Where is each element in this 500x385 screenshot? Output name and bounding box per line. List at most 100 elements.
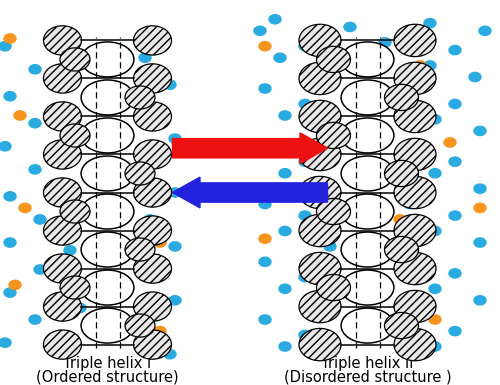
Circle shape [404, 257, 416, 266]
Circle shape [414, 61, 426, 70]
Circle shape [384, 161, 418, 187]
Circle shape [299, 253, 341, 285]
Circle shape [394, 328, 436, 361]
Text: Triple helix I: Triple helix I [64, 356, 152, 371]
Ellipse shape [341, 156, 394, 191]
Circle shape [449, 45, 461, 55]
Circle shape [404, 315, 416, 324]
FancyArrow shape [172, 177, 328, 208]
Circle shape [44, 26, 82, 55]
Circle shape [19, 203, 31, 213]
Circle shape [404, 34, 416, 43]
Circle shape [394, 290, 436, 323]
Circle shape [444, 138, 456, 147]
Circle shape [134, 140, 172, 169]
Circle shape [259, 234, 271, 243]
Ellipse shape [341, 308, 394, 343]
Circle shape [424, 18, 436, 28]
Circle shape [474, 296, 486, 305]
Circle shape [14, 111, 26, 120]
Circle shape [384, 236, 418, 263]
Circle shape [44, 330, 82, 359]
Circle shape [34, 215, 46, 224]
Circle shape [144, 107, 156, 116]
Circle shape [299, 100, 341, 132]
Circle shape [324, 300, 336, 309]
Circle shape [429, 315, 441, 324]
Circle shape [69, 188, 81, 197]
Circle shape [279, 111, 291, 120]
Circle shape [299, 24, 341, 57]
Circle shape [259, 257, 271, 266]
Circle shape [316, 198, 350, 224]
Circle shape [299, 273, 311, 282]
Ellipse shape [81, 194, 134, 229]
Ellipse shape [341, 270, 394, 305]
FancyArrow shape [172, 133, 328, 164]
Circle shape [429, 284, 441, 293]
Circle shape [279, 169, 291, 178]
Circle shape [274, 53, 286, 62]
Circle shape [479, 26, 491, 35]
Circle shape [44, 178, 82, 207]
Circle shape [394, 253, 436, 285]
Circle shape [299, 176, 341, 209]
Circle shape [29, 65, 41, 74]
Circle shape [394, 100, 436, 132]
Circle shape [384, 313, 418, 339]
Circle shape [0, 42, 11, 51]
Circle shape [394, 24, 436, 57]
Circle shape [299, 211, 311, 220]
Circle shape [149, 119, 161, 128]
Circle shape [449, 326, 461, 336]
Circle shape [344, 22, 356, 32]
Circle shape [144, 269, 156, 278]
Ellipse shape [341, 80, 394, 115]
Circle shape [474, 203, 486, 213]
Circle shape [429, 342, 441, 351]
Circle shape [154, 326, 166, 336]
Circle shape [259, 315, 271, 324]
Ellipse shape [81, 156, 134, 191]
Circle shape [299, 290, 341, 323]
Ellipse shape [81, 80, 134, 115]
Circle shape [299, 138, 341, 171]
Circle shape [169, 242, 181, 251]
Circle shape [164, 80, 176, 89]
Circle shape [394, 176, 436, 209]
Circle shape [449, 99, 461, 109]
Circle shape [134, 64, 172, 93]
Circle shape [125, 238, 155, 261]
Circle shape [74, 303, 86, 313]
Circle shape [429, 169, 441, 178]
Text: (Disordered structure ): (Disordered structure ) [284, 370, 452, 385]
Circle shape [279, 284, 291, 293]
Circle shape [144, 215, 156, 224]
Circle shape [259, 84, 271, 93]
Circle shape [316, 46, 350, 72]
Circle shape [139, 53, 151, 62]
Circle shape [125, 162, 155, 185]
Circle shape [299, 157, 311, 166]
Circle shape [44, 292, 82, 321]
Ellipse shape [81, 270, 134, 305]
Circle shape [134, 292, 172, 321]
Circle shape [134, 254, 172, 283]
Circle shape [60, 276, 90, 299]
Circle shape [404, 142, 416, 151]
Circle shape [299, 99, 311, 109]
Circle shape [139, 323, 151, 332]
Circle shape [34, 265, 46, 274]
Circle shape [429, 226, 441, 236]
Circle shape [254, 26, 266, 35]
Circle shape [316, 275, 350, 301]
Ellipse shape [341, 42, 394, 77]
Circle shape [154, 238, 166, 247]
Circle shape [299, 328, 341, 361]
Circle shape [9, 280, 21, 290]
Circle shape [4, 34, 16, 43]
Circle shape [169, 188, 181, 197]
Circle shape [324, 184, 336, 193]
Circle shape [474, 126, 486, 136]
Circle shape [324, 126, 336, 136]
